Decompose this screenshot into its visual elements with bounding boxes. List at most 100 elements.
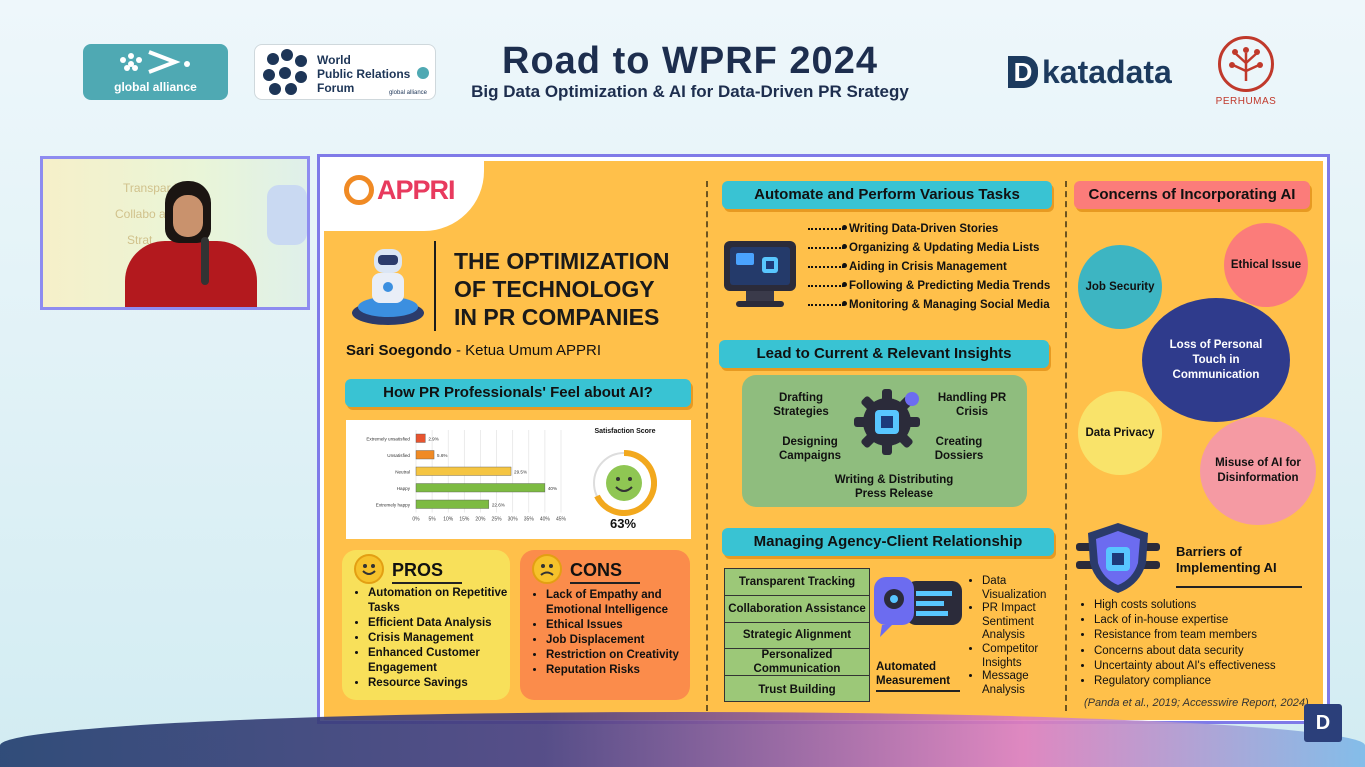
connector-line <box>808 282 847 288</box>
pros-list: Automation on Repetitive Tasks Efficient… <box>354 586 510 691</box>
speaker-face <box>173 195 203 237</box>
video-robot-shape <box>267 185 307 245</box>
chart-value-label: 5.6% <box>437 453 447 458</box>
barriers-list: High costs solutions Lack of in-house ex… <box>1080 598 1276 689</box>
satisfaction-chart: 0% 5% 10% 15% 20% 25% 30% 35% 40% 45% Extremely un… <box>346 420 691 539</box>
chart-value-label: 22.6% <box>492 502 505 507</box>
ai-chip-gear-icon <box>854 389 920 455</box>
chart-x-tick: 40% <box>540 517 551 523</box>
chart-x-tick: 25% <box>492 517 503 523</box>
slide-title-line-3: IN PR COMPANIES <box>454 304 660 330</box>
measurement-item: Message Analysis <box>982 670 1048 697</box>
global-alliance-text: global alliance <box>114 80 197 94</box>
agency-table-cell: Trust Building <box>758 683 836 696</box>
insight-item: Creating Dossiers <box>934 436 984 462</box>
insight-item: Writing & Distributing Press Release <box>834 474 954 500</box>
wprf-small-text: global alliance <box>388 90 427 96</box>
satisfaction-score-label: Satisfaction Score <box>594 428 656 435</box>
automate-item-label: Monitoring & Managing Social Media <box>849 299 1050 312</box>
measurement-item: Data Visualization <box>982 575 1048 602</box>
slide-title-line-1: THE OPTIMIZATION <box>454 248 670 274</box>
cons-item: Lack of Empathy and Emotional Intelligen… <box>546 588 690 618</box>
pros-item: Automation on Repetitive Tasks <box>368 586 510 616</box>
measurement-label: Automated Measurement <box>876 660 960 692</box>
author: Sari Soegondo - Ketua Umum APPRI <box>346 342 601 359</box>
author-role: - Ketua Umum APPRI <box>451 342 602 359</box>
cons-item: Job Displacement <box>546 633 690 648</box>
barriers-heading: Barriers of Implementing AI <box>1176 544 1302 588</box>
presentation-slide: APPRI THE OPTIMIZATION OF TECHNOLOGY IN … <box>324 161 1323 720</box>
measurement-item: Competitor Insights <box>982 643 1048 670</box>
automate-item: Writing Data-Driven Stories <box>808 219 1058 238</box>
author-name: Sari Soegondo <box>346 342 452 359</box>
chart-x-tick: 10% <box>443 517 454 523</box>
concern-bubble-personal-touch: Loss of Personal Touch in Communication <box>1142 298 1290 422</box>
sad-face-icon <box>532 554 562 584</box>
appri-ring-icon <box>344 175 374 205</box>
concerns-heading: Concerns of Incorporating AI <box>1074 181 1310 209</box>
chart-x-tick: 5% <box>428 517 436 523</box>
connector-line <box>808 224 847 230</box>
satisfaction-score-value: 63% <box>609 516 637 531</box>
video-background-text: Strat <box>127 233 153 247</box>
automate-item-label: Organizing & Updating Media Lists <box>849 241 1040 254</box>
concern-bubble-job-security: Job Security <box>1078 245 1162 329</box>
wprf-dots-icon <box>263 49 307 95</box>
katadata-text: katadata <box>1042 53 1172 90</box>
automate-item: Aiding in Crisis Management <box>808 257 1058 276</box>
cons-card: CONS Lack of Empathy and Emotional Intel… <box>520 550 690 700</box>
agency-table-cell: Strategic Alignment <box>725 623 869 650</box>
automate-item: Monitoring & Managing Social Media <box>808 296 1058 315</box>
chart-x-tick: 0% <box>412 517 420 523</box>
cons-item: Ethical Issues <box>546 618 690 633</box>
title-divider <box>434 241 436 331</box>
cons-item: Restriction on Creativity <box>546 648 690 663</box>
speaker-person <box>121 179 261 307</box>
agency-table-cell: Transparent Tracking <box>725 569 869 596</box>
wprf-line-2: Public Relations <box>317 67 411 81</box>
automate-item: Following & Predicting Media Trends <box>808 277 1058 296</box>
insights-heading: Lead to Current & Relevant Insights <box>719 340 1049 368</box>
concern-bubble-data-privacy: Data Privacy <box>1078 391 1162 475</box>
pros-item: Enhanced Customer Engagement <box>368 646 510 676</box>
measurement-list: Data Visualization PR Impact Sentiment A… <box>970 575 1048 697</box>
chart-x-tick: 20% <box>475 517 486 523</box>
chart-category-label: Unsatisfied <box>387 453 410 458</box>
cons-item: Reputation Risks <box>546 663 690 678</box>
speaker-video[interactable]: Transpar king Collabo ance Strat <box>40 156 310 310</box>
chart-x-tick: 30% <box>508 517 519 523</box>
citation: (Panda et al., 2019; Accesswire Report, … <box>1084 697 1309 709</box>
column-divider <box>1065 181 1067 711</box>
cons-heading: CONS <box>570 560 640 584</box>
connector-line <box>808 243 847 249</box>
agency-table: Transparent Tracking Collaboration Assis… <box>724 568 870 702</box>
automate-list: Writing Data-Driven Stories Organizing &… <box>808 219 1058 315</box>
automate-item: Organizing & Updating Media Lists <box>808 238 1058 257</box>
slide-title-line-2: OF TECHNOLOGY <box>454 276 655 302</box>
perhumas-seal-icon <box>1218 36 1274 92</box>
insight-item: Designing Campaigns <box>779 436 841 462</box>
cons-list: Lack of Empathy and Emotional Intelligen… <box>532 588 690 678</box>
automate-heading: Automate and Perform Various Tasks <box>722 181 1052 209</box>
pros-heading: PROS <box>392 560 462 584</box>
chart-value-label: 29.5% <box>514 469 527 474</box>
page-title: Road to WPRF 2024 <box>502 40 878 82</box>
pros-card: PROS Automation on Repetitive Tasks Effi… <box>342 550 510 700</box>
chart-value-label: 40% <box>548 486 557 491</box>
pros-item: Crisis Management <box>368 631 510 646</box>
katadata-logo: D katadata <box>1008 52 1172 92</box>
microphone-icon <box>201 237 209 285</box>
decorative-bottom-band <box>0 712 1365 767</box>
chart-value-label: 2.9% <box>428 436 438 441</box>
concern-bubble-misuse: Misuse of AI for Disinformation <box>1200 417 1316 525</box>
connector-line <box>808 262 847 268</box>
insights-box: Drafting Strategies Handling PR Crisis D… <box>742 375 1027 507</box>
chart-x-tick: 45% <box>556 517 567 523</box>
perhumas-logo: PERHUMAS <box>1210 36 1282 112</box>
slide-title: THE OPTIMIZATION OF TECHNOLOGY IN PR COM… <box>454 247 694 331</box>
insight-item: Drafting Strategies <box>773 392 829 418</box>
katadata-badge-icon[interactable]: D <box>1304 704 1342 742</box>
barrier-item: Concerns about data security <box>1094 644 1276 659</box>
insight-item: Handling PR Crisis <box>937 392 1007 418</box>
perhumas-text: PERHUMAS <box>1215 96 1277 107</box>
